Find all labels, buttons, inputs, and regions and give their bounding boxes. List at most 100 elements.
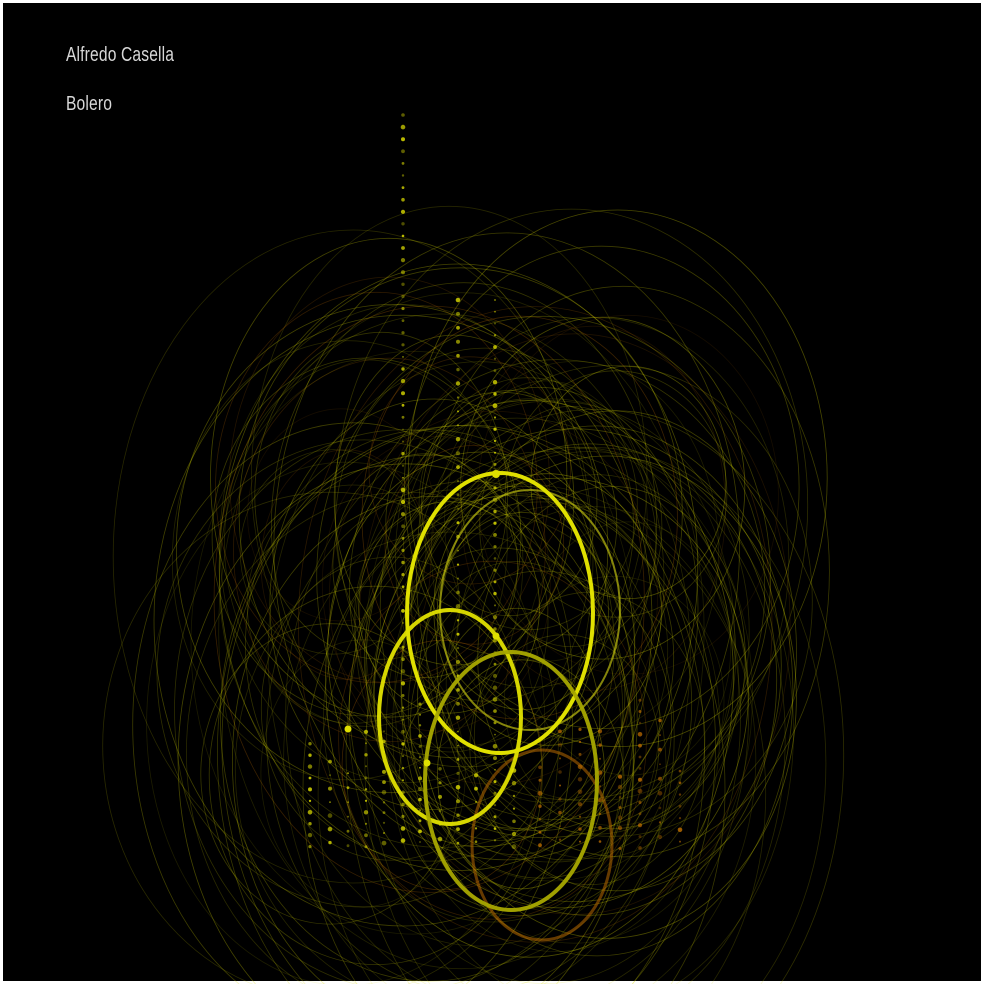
note-dot xyxy=(401,343,405,347)
faint-ring xyxy=(219,304,592,783)
note-dot xyxy=(538,778,542,782)
note-dot xyxy=(457,577,459,580)
main-ring xyxy=(377,608,523,826)
note-dot xyxy=(658,776,662,781)
note-dot xyxy=(599,757,601,760)
note-dot xyxy=(401,319,405,322)
note-dot xyxy=(400,838,406,843)
note-dot xyxy=(493,369,497,372)
note-dot xyxy=(597,770,603,775)
main-ring xyxy=(405,471,595,755)
note-dot xyxy=(456,646,460,650)
note-dot xyxy=(617,815,623,820)
note-dot xyxy=(401,694,405,697)
faint-ring xyxy=(112,229,594,884)
note-dot xyxy=(382,811,386,814)
note-dot xyxy=(598,812,602,816)
note-dot xyxy=(400,681,406,686)
note-dot xyxy=(493,804,497,807)
note-dot xyxy=(400,124,406,130)
note-dot xyxy=(456,424,460,427)
note-dot xyxy=(328,840,332,845)
note-dot xyxy=(308,787,312,792)
faint-ring xyxy=(392,505,721,953)
faint-ring xyxy=(210,237,568,718)
faint-ring xyxy=(190,350,636,935)
note-dot xyxy=(401,560,405,565)
note-dot xyxy=(638,743,642,748)
note-dot xyxy=(493,568,497,572)
note-dot xyxy=(678,804,682,808)
note-dot xyxy=(618,806,622,809)
faint-ring xyxy=(504,575,725,826)
faint-ring xyxy=(270,282,658,768)
faint-ring xyxy=(437,659,606,890)
note-dot xyxy=(638,801,642,804)
note-dot xyxy=(558,810,562,815)
faint-ring xyxy=(526,521,732,776)
note-dot xyxy=(492,697,498,702)
note-dot xyxy=(381,840,387,846)
note-dot xyxy=(538,804,542,808)
note-dot xyxy=(401,174,405,177)
note-dot xyxy=(401,766,405,770)
faint-ring xyxy=(368,356,572,585)
faint-ring xyxy=(332,453,519,679)
note-dot xyxy=(457,744,459,747)
note-dot xyxy=(598,785,602,788)
note-dot xyxy=(401,512,405,517)
note-dot xyxy=(455,715,461,720)
note-dot xyxy=(678,769,682,773)
note-dot xyxy=(438,809,442,813)
faint-ring xyxy=(445,506,740,859)
faint-ring xyxy=(213,305,645,893)
note-dot xyxy=(419,713,421,716)
note-dot xyxy=(492,380,498,385)
note-dot xyxy=(401,621,405,625)
note-dot xyxy=(402,440,404,443)
faint-ring xyxy=(321,436,551,732)
note-dot xyxy=(638,767,642,770)
note-dot xyxy=(328,786,332,791)
note-dot xyxy=(308,845,312,849)
note-dot xyxy=(598,825,602,830)
faint-ring xyxy=(353,489,549,753)
note-dot xyxy=(438,767,442,771)
note-dot xyxy=(456,632,460,636)
note-dot-layer xyxy=(307,113,683,850)
note-dot xyxy=(364,833,368,838)
note-dot xyxy=(401,162,405,165)
note-dot xyxy=(474,773,478,778)
note-dot xyxy=(456,493,460,497)
faint-ring xyxy=(211,357,522,717)
faint-ring xyxy=(363,485,675,829)
note-dot xyxy=(492,685,498,690)
note-dot xyxy=(658,821,662,824)
main-ring xyxy=(470,748,614,942)
faint-ring xyxy=(283,483,757,984)
note-dot xyxy=(457,480,459,482)
note-dot xyxy=(382,780,386,784)
note-dot xyxy=(382,769,386,774)
faint-ring xyxy=(218,263,699,871)
note-dot xyxy=(400,826,406,831)
highlight-dot xyxy=(492,470,500,478)
note-dot xyxy=(598,840,602,843)
note-dot xyxy=(329,774,331,776)
note-dot xyxy=(438,794,442,799)
note-dot xyxy=(364,788,368,791)
note-dot xyxy=(493,357,497,360)
note-dot xyxy=(400,378,406,384)
faint-ring xyxy=(335,347,634,702)
note-dot xyxy=(328,759,332,764)
faint-ring xyxy=(218,292,705,970)
faint-ring xyxy=(403,398,657,688)
note-dot xyxy=(456,396,460,399)
note-dot xyxy=(401,524,405,528)
note-dot xyxy=(494,604,496,607)
faint-ring xyxy=(400,425,794,957)
note-dot xyxy=(346,844,350,848)
faint-ring xyxy=(409,570,673,879)
faint-ring xyxy=(102,491,559,984)
note-dot xyxy=(657,791,663,796)
